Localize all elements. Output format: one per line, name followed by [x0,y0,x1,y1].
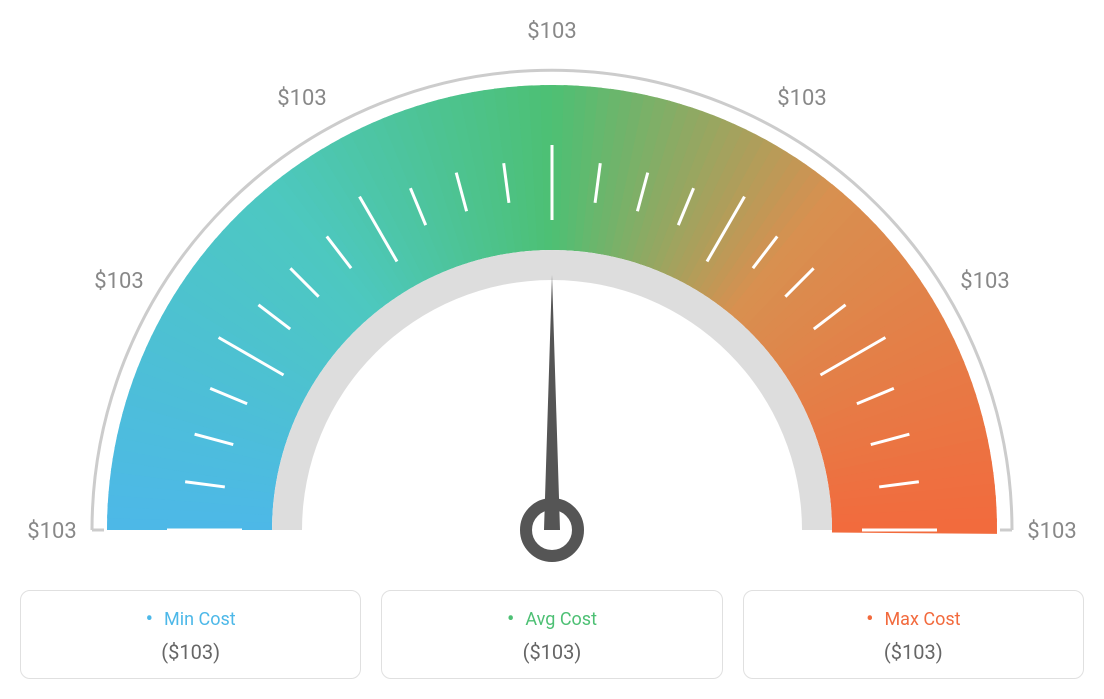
gauge-tick-label: $103 [1027,519,1076,544]
legend-title-max: Max Cost [744,607,1083,632]
legend-row: Min Cost ($103) Avg Cost ($103) Max Cost… [20,590,1084,679]
gauge-tick-label: $103 [277,86,326,111]
legend-card-max: Max Cost ($103) [743,590,1084,679]
gauge-tick-label: $103 [94,269,143,294]
gauge-tick-label: $103 [777,86,826,111]
gauge-tick-label: $103 [527,20,576,44]
legend-title-avg: Avg Cost [382,607,721,632]
legend-value-avg: ($103) [382,640,721,664]
legend-title-min: Min Cost [21,607,360,632]
gauge-svg: $103 $103 $103 $103 $103 $103 $103 [20,20,1084,580]
legend-card-min: Min Cost ($103) [20,590,361,679]
gauge-tick-label: $103 [960,269,1009,294]
legend-card-avg: Avg Cost ($103) [381,590,722,679]
legend-value-min: ($103) [21,640,360,664]
gauge-tick-label: $103 [27,519,76,544]
legend-value-max: ($103) [744,640,1083,664]
gauge-chart: $103 $103 $103 $103 $103 $103 $103 Min Cost ($… [20,20,1084,679]
